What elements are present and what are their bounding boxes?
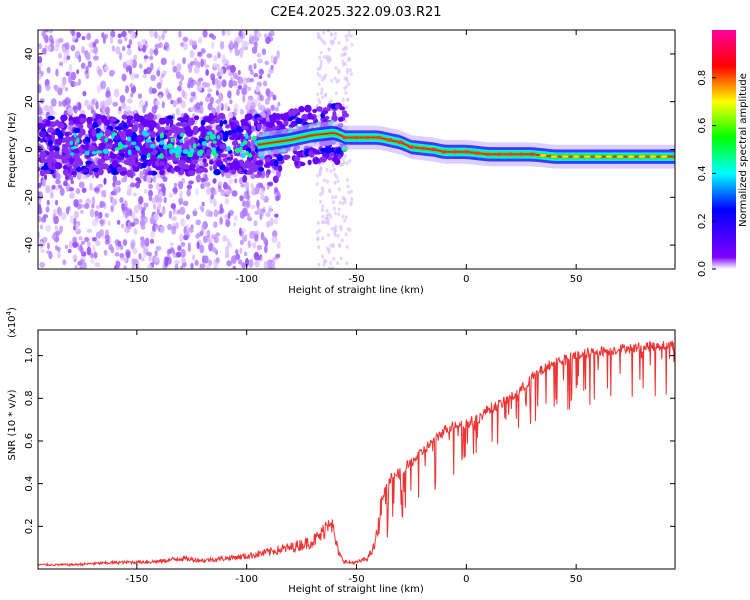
y-tick-label: -40: [24, 237, 35, 253]
spectrogram-panel: -150 -100 -50 0 50 -40 -20 0 20 40 Height of stra…: [7, 29, 676, 296]
snr-ticks: -150 -100 -50 0 50 0.2 0.4 0.6 0.8 1.0: [24, 330, 675, 585]
y-tick-label: 0.2: [24, 518, 35, 534]
x-tick-label: -100: [235, 574, 258, 585]
colorbar-tick-label: 0.6: [697, 118, 708, 134]
snr-scale-label: (x104): [5, 307, 18, 338]
colorbar-gradient: [712, 30, 736, 269]
x-tick-label: -100: [235, 274, 258, 285]
colorbar-tick-label: 0.0: [697, 261, 708, 277]
snr-frame: [37, 329, 676, 570]
x-tick-label: 0: [463, 274, 469, 285]
y-tick-label: 20: [24, 95, 35, 108]
x-tick-label: 0: [463, 574, 469, 585]
snr-series-line: [38, 340, 675, 567]
spectrogram-ylabel: Frequency (Hz): [7, 112, 18, 188]
x-tick-label: -150: [125, 274, 148, 285]
spectrogram-xlabel: Height of straight line (km): [288, 285, 424, 296]
colorbar-label: Normalized spectral amplitude: [738, 73, 749, 227]
snr-ylabel: SNR (10 * v/v): [7, 389, 18, 460]
y-tick-label: 0: [24, 146, 35, 152]
colorbar-tick-label: 0.2: [697, 213, 708, 229]
snr-xlabel: Height of straight line (km): [288, 584, 424, 595]
spectrogram-ticks: -150 -100 -50 0 50 -40 -20 0 20 40: [24, 30, 675, 285]
x-tick-label: 50: [570, 274, 583, 285]
x-tick-label: -150: [125, 574, 148, 585]
colorbar-tick-label: 0.4: [697, 165, 708, 181]
y-tick-label: 0.4: [24, 476, 35, 492]
colorbar-ticks: 0.0 0.2 0.4 0.6 0.8: [697, 70, 716, 277]
y-tick-label: 40: [24, 48, 35, 61]
snr-panel: -150 -100 -50 0 50 0.2 0.4 0.6 0.8 1.0 Height of …: [5, 307, 676, 595]
colorbar: 0.0 0.2 0.4 0.6 0.8 Normalized spectral ampl…: [697, 30, 749, 277]
x-tick-label: 50: [570, 574, 583, 585]
x-tick-label: -50: [348, 574, 364, 585]
y-tick-label: 1.0: [24, 348, 35, 364]
x-tick-label: -50: [348, 274, 364, 285]
spectrogram-heat-layer: [38, 30, 675, 269]
y-tick-label: -20: [24, 189, 35, 205]
colorbar-tick-label: 0.8: [697, 70, 708, 86]
figure-title: C2E4.2025.322.09.03.R21: [270, 5, 441, 20]
y-tick-label: 0.6: [24, 433, 35, 449]
y-tick-label: 0.8: [24, 390, 35, 406]
